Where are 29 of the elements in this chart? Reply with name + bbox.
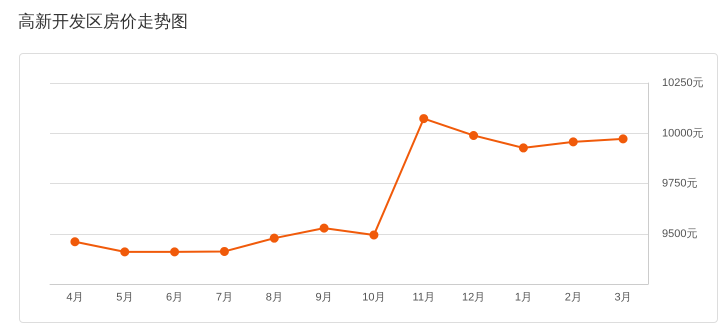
- point: [568, 137, 578, 146]
- x-tick-label: 11月: [412, 292, 435, 304]
- point: [270, 234, 279, 243]
- y-tick-label: 9500元: [662, 228, 698, 240]
- x-tick-label: 8月: [266, 292, 283, 304]
- y-tick-label: 10250元: [662, 77, 704, 89]
- y-tick-label: 9750元: [662, 178, 698, 190]
- x-tick-label: 9月: [316, 292, 333, 304]
- x-tick-label: 7月: [216, 292, 233, 304]
- x-tick-label: 4月: [66, 292, 84, 304]
- x-tick-label: 3月: [614, 292, 632, 304]
- point: [469, 130, 478, 140]
- point: [419, 114, 428, 124]
- x-tick-label: 12月: [462, 292, 486, 304]
- x-tick-label: 5月: [116, 292, 134, 304]
- point: [70, 237, 80, 246]
- x-tick-label: 6月: [166, 292, 184, 304]
- point: [618, 134, 628, 144]
- y-tick-label: 10000元: [662, 127, 704, 140]
- x-tick-label: 2月: [564, 292, 582, 304]
- x-tick-label: 10月: [362, 292, 386, 304]
- point: [170, 247, 180, 256]
- chart-title: 高新开发区房价走势图: [18, 11, 188, 33]
- point: [320, 224, 329, 233]
- point: [220, 246, 229, 256]
- point: [120, 247, 130, 256]
- x-tick-label: 1月: [514, 292, 532, 304]
- point: [369, 230, 378, 240]
- point: [518, 143, 528, 152]
